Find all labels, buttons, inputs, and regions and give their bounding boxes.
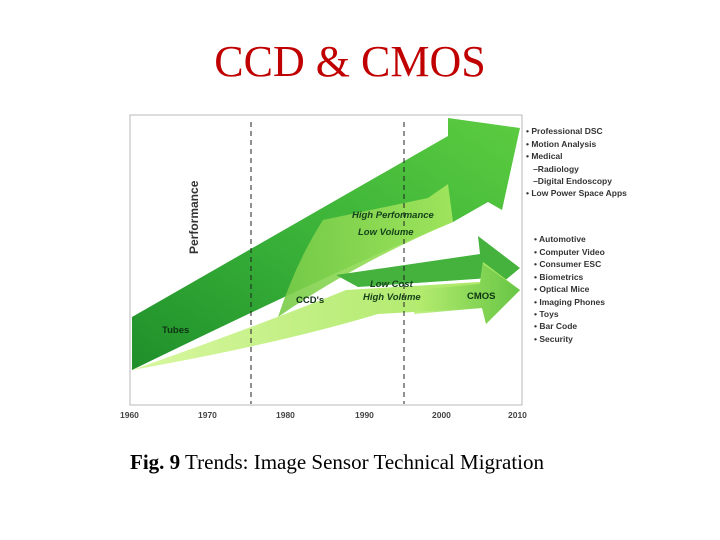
cmos-application-item: • Computer Video <box>534 247 605 257</box>
label-tubes: Tubes <box>162 325 189 336</box>
ccd-applications-list: • Professional DSC • Motion Analysis • M… <box>526 126 627 198</box>
cmos-arrow-head <box>414 264 520 324</box>
x-tick-label: 2010 <box>508 410 527 420</box>
ccd-application-item: –Radiology <box>526 164 579 174</box>
caption-text: Trends: Image Sensor Technical Migration <box>180 450 545 474</box>
x-tick-label: 1970 <box>198 410 217 420</box>
cmos-application-item: • Biometrics <box>534 272 584 282</box>
cmos-application-item: • Automotive <box>534 234 586 244</box>
y-axis-label: Performance <box>187 180 201 254</box>
label-high-volume: High Volume <box>363 292 421 303</box>
cmos-applications-list: • Automotive • Computer Video • Consumer… <box>534 234 605 344</box>
x-tick-label: 1960 <box>120 410 139 420</box>
ccd-application-item: • Motion Analysis <box>526 139 596 149</box>
label-ccds: CCD's <box>296 295 324 306</box>
x-tick-label: 2000 <box>432 410 451 420</box>
cmos-application-item: • Consumer ESC <box>534 259 601 269</box>
cmos-arrow <box>132 262 520 370</box>
label-low-cost: Low Cost <box>370 279 414 290</box>
cmos-application-item: • Toys <box>534 309 559 319</box>
ccd-application-item: –Digital Endoscopy <box>526 176 612 186</box>
figure-caption: Fig. 9 Trends: Image Sensor Technical Mi… <box>130 450 610 475</box>
cmos-application-item: • Bar Code <box>534 321 577 331</box>
x-tick-label: 1990 <box>355 410 374 420</box>
label-cmos: CMOS <box>467 291 496 302</box>
cmos-application-item: • Security <box>534 334 573 344</box>
cmos-application-item: • Imaging Phones <box>534 297 605 307</box>
slide-title: CCD & CMOS <box>214 37 486 86</box>
ccd-application-item: • Medical <box>526 151 563 161</box>
cmos-upper-arrow <box>336 236 520 288</box>
ccd-application-item: • Professional DSC <box>526 126 603 136</box>
caption-figure-number: Fig. 9 <box>130 450 181 474</box>
x-tick-label: 1980 <box>276 410 295 420</box>
label-low-volume: Low Volume <box>358 227 414 238</box>
ccd-application-item: • Low Power Space Apps <box>526 188 627 198</box>
sensor-migration-figure: Performance High Performance Low Volume … <box>118 112 658 424</box>
x-axis: 1960 1970 1980 1990 2000 2010 <box>120 410 527 420</box>
cmos-application-item: • Optical Mice <box>534 284 590 294</box>
label-high-performance: High Performance <box>352 210 435 221</box>
ccd-band <box>278 184 453 317</box>
